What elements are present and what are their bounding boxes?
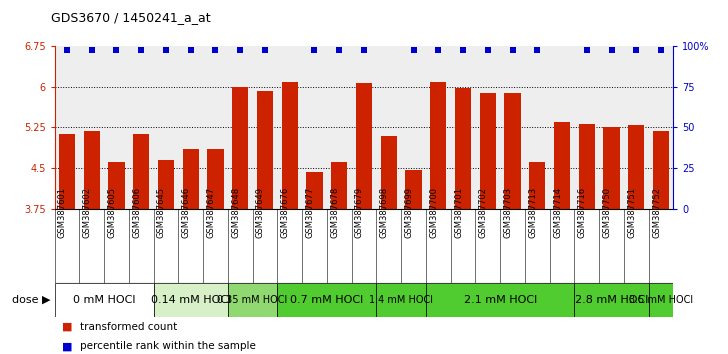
Bar: [158, 160, 174, 209]
Text: 2.1 mM HOCl: 2.1 mM HOCl: [464, 295, 537, 305]
Text: GSM387752: GSM387752: [652, 187, 661, 238]
Text: 1.4 mM HOCl: 1.4 mM HOCl: [369, 295, 433, 305]
Text: GSM387679: GSM387679: [355, 187, 364, 238]
Text: percentile rank within the sample: percentile rank within the sample: [80, 341, 256, 351]
Bar: [207, 149, 223, 209]
Bar: [282, 82, 298, 209]
Text: ■: ■: [62, 341, 76, 351]
Bar: [455, 88, 471, 209]
Text: GSM387647: GSM387647: [207, 187, 215, 238]
Bar: [232, 87, 248, 209]
Bar: [55, 283, 154, 317]
Text: GSM387677: GSM387677: [306, 187, 314, 238]
Text: GSM387649: GSM387649: [256, 187, 265, 238]
Bar: [376, 283, 426, 317]
Bar: [154, 283, 228, 317]
Text: 0.35 mM HOCl: 0.35 mM HOCl: [218, 295, 288, 305]
Text: GSM387714: GSM387714: [553, 187, 562, 238]
Bar: [381, 136, 397, 209]
Text: 0.7 mM HOCl: 0.7 mM HOCl: [290, 295, 363, 305]
Text: GSM387645: GSM387645: [157, 187, 166, 238]
Bar: [653, 131, 669, 209]
Text: GSM387605: GSM387605: [108, 187, 116, 238]
Bar: [649, 283, 673, 317]
Text: GSM387750: GSM387750: [603, 187, 612, 238]
Text: GSM387602: GSM387602: [83, 187, 92, 238]
Bar: [108, 162, 124, 209]
Bar: [183, 149, 199, 209]
Bar: [430, 82, 446, 209]
Bar: [405, 170, 422, 209]
Text: GSM387698: GSM387698: [380, 187, 389, 238]
Bar: [257, 91, 273, 209]
Text: GSM387713: GSM387713: [529, 187, 537, 238]
Bar: [84, 131, 100, 209]
Bar: [277, 283, 376, 317]
Text: GSM387676: GSM387676: [281, 187, 290, 238]
Bar: [356, 83, 372, 209]
Bar: [228, 283, 277, 317]
Text: 2.8 mM HOCl: 2.8 mM HOCl: [575, 295, 648, 305]
Text: 0.14 mM HOCl: 0.14 mM HOCl: [151, 295, 231, 305]
Text: GSM387703: GSM387703: [504, 187, 513, 238]
Text: GSM387751: GSM387751: [628, 187, 636, 238]
Bar: [480, 93, 496, 209]
Bar: [306, 172, 323, 209]
Bar: [574, 283, 649, 317]
Bar: [426, 283, 574, 317]
Text: dose ▶: dose ▶: [12, 295, 51, 305]
Bar: [133, 135, 149, 209]
Text: 0 mM HOCl: 0 mM HOCl: [73, 295, 135, 305]
Text: GSM387648: GSM387648: [232, 187, 240, 238]
Bar: [59, 135, 75, 209]
Text: GSM387701: GSM387701: [454, 187, 463, 238]
Bar: [529, 162, 545, 209]
Text: GSM387702: GSM387702: [479, 187, 488, 238]
Bar: [505, 93, 521, 209]
Text: GSM387699: GSM387699: [405, 187, 414, 238]
Text: GDS3670 / 1450241_a_at: GDS3670 / 1450241_a_at: [51, 11, 210, 24]
Bar: [554, 122, 570, 209]
Bar: [579, 124, 595, 209]
Text: transformed count: transformed count: [80, 322, 178, 332]
Text: GSM387678: GSM387678: [331, 187, 339, 238]
Text: 3.5 mM HOCl: 3.5 mM HOCl: [629, 295, 693, 305]
Text: GSM387646: GSM387646: [182, 187, 191, 238]
Text: GSM387700: GSM387700: [430, 187, 438, 238]
Bar: [331, 162, 347, 209]
Bar: [628, 125, 644, 209]
Text: GSM387601: GSM387601: [58, 187, 67, 238]
Text: GSM387716: GSM387716: [578, 187, 587, 238]
Bar: [604, 127, 620, 209]
Text: ■: ■: [62, 322, 76, 332]
Text: GSM387606: GSM387606: [132, 187, 141, 238]
